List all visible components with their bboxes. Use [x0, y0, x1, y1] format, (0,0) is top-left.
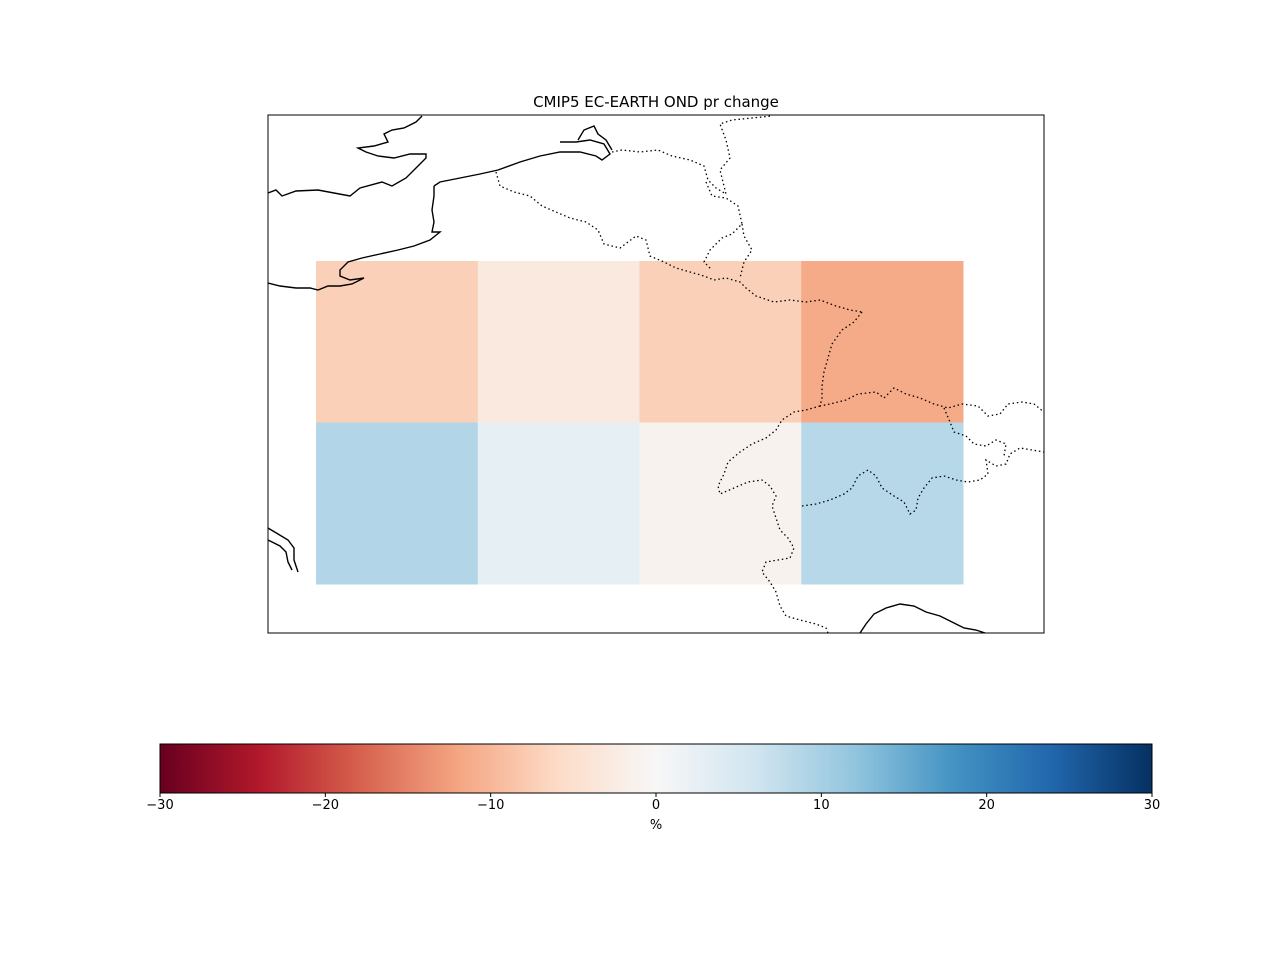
grid-cell-3: [801, 261, 964, 423]
coastline-normandy: [268, 186, 442, 291]
border-france-belgium: [495, 171, 863, 313]
map-frame: [267, 114, 1045, 634]
map-axes: [268, 115, 1044, 633]
border-switzerland-italy: [801, 447, 1044, 515]
grid-cell-7: [801, 422, 964, 585]
colorbar-tick-label: 0: [652, 798, 660, 813]
coastline-north-sea: [433, 139, 611, 187]
colorbar-tick-label: 30: [1144, 798, 1161, 813]
grid-cell-0: [316, 261, 479, 423]
coastline-channel: [268, 115, 427, 197]
data-grid: [316, 261, 964, 585]
coastline-mediterranean: [859, 603, 988, 633]
borders: [495, 115, 1044, 633]
border-france-switzerland: [717, 405, 829, 633]
colorbar-tick-label: 10: [813, 798, 830, 813]
colorbar-ticks: −30 −20 −10 0 10 20 30: [146, 793, 1160, 813]
grid-cell-4: [316, 422, 479, 585]
grid-cell-5: [477, 422, 640, 585]
colorbar-label: %: [650, 818, 662, 833]
colorbar-tick-label: 20: [978, 798, 995, 813]
border-belgium-netherlands: [611, 115, 773, 196]
coastline: [268, 115, 988, 633]
grid-cell-1: [477, 261, 640, 423]
coastline-estuary: [577, 125, 613, 151]
colorbar: −30 −20 −10 0 10 20 30 %: [146, 743, 1160, 833]
colorbar-tick-label: −20: [312, 798, 339, 813]
border-lux-germany: [703, 181, 753, 279]
grid-cell-2: [639, 261, 802, 423]
border-france-germany: [819, 311, 1044, 417]
colorbar-gradient: [159, 743, 1153, 794]
coastline-atlantic: [268, 527, 299, 573]
colorbar-tick-label: −10: [477, 798, 504, 813]
grid-cell-6: [639, 422, 802, 585]
chart-title: CMIP5 EC-EARTH OND pr change: [533, 93, 779, 111]
colorbar-tick-label: −30: [146, 798, 173, 813]
